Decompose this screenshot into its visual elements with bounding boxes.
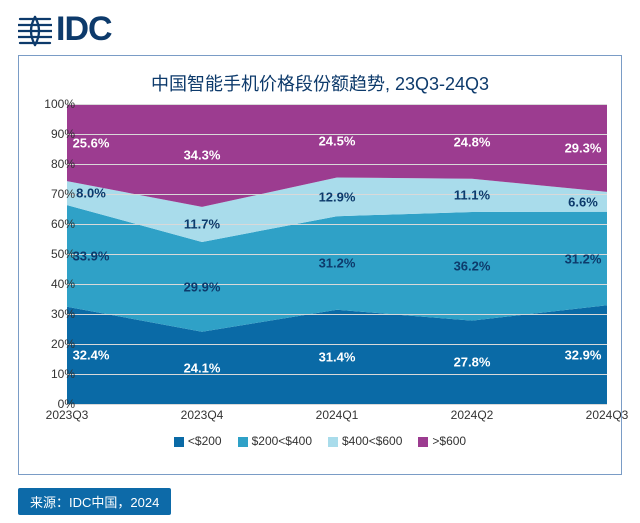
data-label: 31.2% — [319, 256, 356, 271]
data-label: 29.9% — [184, 279, 221, 294]
data-label: 24.8% — [454, 134, 491, 149]
data-label: 34.3% — [184, 148, 221, 163]
idc-logo-text: IDC — [56, 10, 112, 49]
x-tick-label: 2023Q4 — [181, 408, 224, 422]
source-footer: 来源：IDC中国，2024 — [18, 488, 171, 515]
x-tick-label: 2023Q3 — [46, 408, 89, 422]
data-label: 31.4% — [319, 349, 356, 364]
y-tick-label: 50% — [51, 247, 75, 261]
data-label: 24.5% — [319, 133, 356, 148]
y-tick-label: 30% — [51, 307, 75, 321]
x-tick-label: 2024Q1 — [316, 408, 359, 422]
data-label: 36.2% — [454, 259, 491, 274]
idc-globe-icon — [18, 13, 52, 47]
data-label: 12.9% — [319, 189, 356, 204]
x-tick-label: 2024Q3 — [586, 408, 629, 422]
chart-title: 中国智能手机价格段份额趋势, 23Q3-24Q3 — [19, 56, 621, 106]
legend-item: $200<$400 — [238, 434, 312, 448]
y-tick-label: 80% — [51, 157, 75, 171]
y-tick-label: 70% — [51, 187, 75, 201]
data-label: 11.1% — [454, 188, 490, 203]
y-tick-label: 100% — [44, 97, 75, 111]
legend-swatch — [238, 437, 248, 447]
legend-item: <$200 — [174, 434, 222, 448]
y-tick-label: 10% — [51, 367, 75, 381]
data-label: 29.3% — [565, 140, 602, 155]
data-label: 27.8% — [454, 355, 491, 370]
legend: <$200 $200<$400 $400<$600 >$600 — [19, 434, 621, 448]
data-label: 32.4% — [73, 348, 110, 363]
data-label: 25.6% — [73, 135, 110, 150]
y-tick-label: 90% — [51, 127, 75, 141]
data-label: 6.6% — [568, 194, 598, 209]
idc-logo: IDC — [18, 10, 112, 49]
data-label: 11.7% — [184, 217, 220, 232]
data-label: 31.2% — [565, 251, 602, 266]
y-tick-label: 20% — [51, 337, 75, 351]
x-tick-label: 2024Q2 — [451, 408, 494, 422]
data-label: 24.1% — [184, 360, 221, 375]
data-label: 8.0% — [76, 186, 106, 201]
data-label: 33.9% — [73, 248, 110, 263]
data-label: 32.9% — [565, 347, 602, 362]
y-tick-label: 40% — [51, 277, 75, 291]
y-tick-label: 60% — [51, 217, 75, 231]
chart-container: 中国智能手机价格段份额趋势, 23Q3-24Q3 <$200 $200<$400 $… — [18, 55, 622, 475]
legend-item: >$600 — [418, 434, 466, 448]
legend-swatch — [174, 437, 184, 447]
legend-swatch — [328, 437, 338, 447]
legend-item: $400<$600 — [328, 434, 402, 448]
legend-swatch — [418, 437, 428, 447]
